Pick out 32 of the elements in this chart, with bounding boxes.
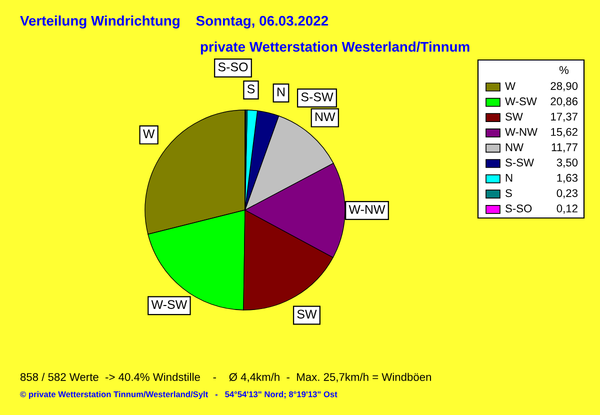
slice-label: S-SO — [218, 62, 248, 72]
slice-label: W-NW — [348, 205, 386, 214]
legend-label: W-SW — [505, 97, 537, 106]
data-label: 15,62 — [551, 128, 578, 138]
data-label: 3,50 — [556, 158, 578, 168]
slice-label: NW — [316, 112, 336, 122]
legend-label: W-NW — [505, 128, 538, 136]
slice-label: SW — [297, 310, 317, 319]
legend-label: W — [505, 82, 516, 90]
data-label: 0,23 — [556, 189, 578, 198]
legend-label: S-SO — [506, 204, 532, 212]
category-label: S-SW — [301, 92, 334, 102]
text: 858 / 582 Werte -> 40.4% Windstille - Ø 4,4km/h - Max. 25,7km/h = Windböen — [20, 372, 431, 382]
legend-label: NW — [506, 143, 524, 152]
data-label: 28,90 — [550, 82, 578, 92]
text: © private Wetterstation Tinnum/Westerland/Sylt - 54°54'13" Nord; 8°19'13" Ost — [20, 391, 338, 399]
slice-label: S — [247, 84, 255, 94]
data-label: 17,37 — [551, 112, 578, 122]
legend-title: % — [559, 66, 569, 74]
chart-title: Verteilung Windrichtung Sonntag, 06.03.2022 — [20, 15, 328, 29]
slice-label: W — [142, 130, 155, 138]
data-label: 11,77 — [552, 143, 578, 152]
legend-label: S — [506, 189, 512, 198]
data-label: 20,86 — [550, 97, 578, 107]
legend-label: S-SW — [506, 158, 534, 166]
data-label: 0,12 — [556, 204, 578, 214]
legend-label: N — [506, 174, 512, 182]
legend-label: SW — [506, 112, 523, 121]
data-label: 1,63 — [557, 174, 578, 184]
slice-label: W-SW — [151, 300, 188, 309]
category-label: N — [278, 88, 284, 96]
chart-subtitle: private Wetterstation Westerland/Tinnum — [200, 42, 470, 54]
